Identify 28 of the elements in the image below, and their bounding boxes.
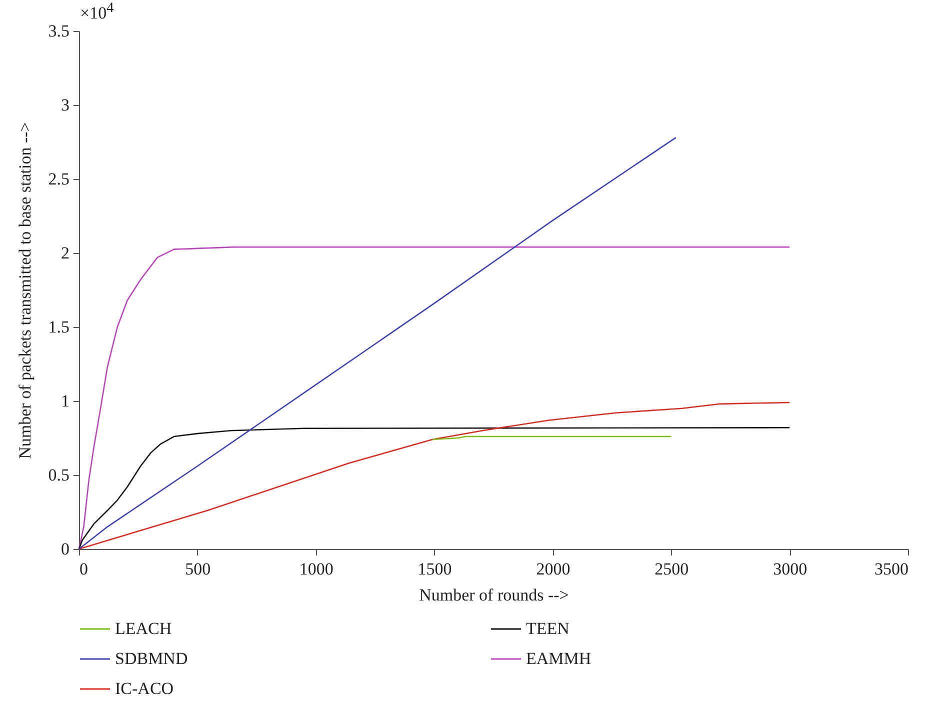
y-tick-label: 1.5: [48, 318, 70, 336]
y-tick-label: 2: [61, 244, 70, 262]
legend-label: IC-ACO: [115, 679, 174, 698]
x-tick-label: 1000: [299, 560, 334, 578]
y-tick-label: 2.5: [48, 170, 70, 188]
x-tick-label: 2000: [536, 560, 570, 578]
legend-label: TEEN: [526, 619, 570, 638]
x-tick-label: 0: [80, 560, 88, 578]
y-tick-label: 0.5: [48, 466, 70, 484]
y-tick-label: 0: [61, 540, 70, 558]
y-tick-label: 1: [61, 392, 70, 410]
x-tick-label: 3500: [874, 560, 908, 578]
line-series: [78, 136, 677, 550]
legend-label: LEACH: [115, 619, 172, 638]
x-tick-label: 500: [185, 560, 211, 578]
legend-label: EAMMH: [526, 649, 592, 668]
text: ×10$^{4}$: [80, 0, 114, 24]
x-axis-title: Number of rounds -->: [419, 586, 569, 604]
line-series: [78, 246, 790, 550]
y-axis-title: Number of packets transmitted to base station -->: [15, 122, 34, 459]
y-tick-label: 3.5: [48, 22, 70, 40]
legend-label: SDBMND: [115, 649, 188, 668]
x-tick-label: 2500: [654, 560, 689, 578]
line-series: [78, 426, 790, 550]
x-tick-label: 3000: [773, 560, 808, 578]
line-series: [78, 402, 790, 550]
x-tick-label: 1500: [418, 560, 452, 578]
y-tick-label: 3: [61, 96, 70, 114]
